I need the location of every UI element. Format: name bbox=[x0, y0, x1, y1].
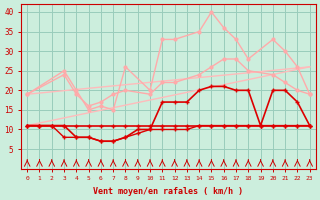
X-axis label: Vent moyen/en rafales ( km/h ): Vent moyen/en rafales ( km/h ) bbox=[93, 187, 244, 196]
